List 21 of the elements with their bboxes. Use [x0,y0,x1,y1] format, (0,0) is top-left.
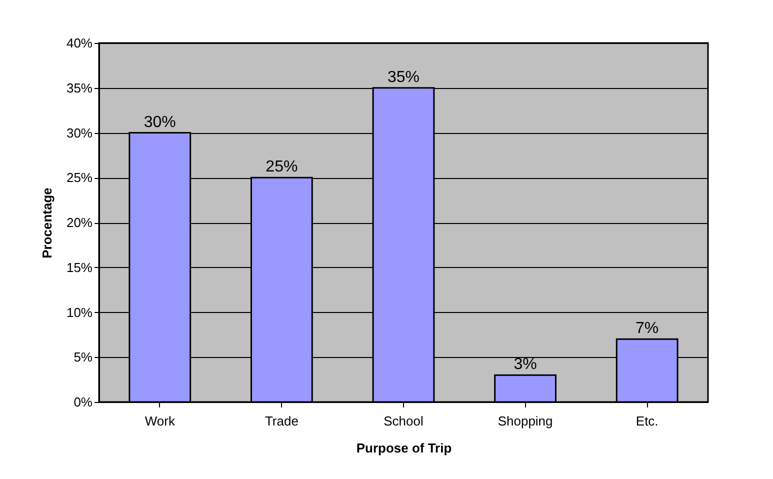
data-label: 30% [144,114,176,131]
y-tick-label: 25% [66,170,93,186]
data-label: 7% [636,320,659,338]
data-label: 25% [266,158,298,176]
x-tick-label: Etc. [636,414,658,428]
data-label: 35% [387,68,420,86]
y-tick-label: 35% [66,80,93,96]
x-tick-label: Work [144,414,176,428]
y-tick-label: 20% [66,215,93,230]
y-tick-label: 5% [74,350,93,365]
x-tick-label: Shopping [498,414,553,428]
y-tick-label: 30% [66,125,93,140]
y-tick-label: 15% [66,260,93,275]
x-tick-label: School [384,414,424,428]
x-tick-label: Trade [264,414,298,428]
y-tick-label: 40% [66,36,93,50]
data-label: 3% [514,356,537,374]
x-axis-title: Purpose of Trip [356,440,452,456]
y-axis-title: Procentage [39,188,54,258]
y-tick-label: 0% [74,394,93,410]
y-tick-label: 10% [66,304,93,320]
